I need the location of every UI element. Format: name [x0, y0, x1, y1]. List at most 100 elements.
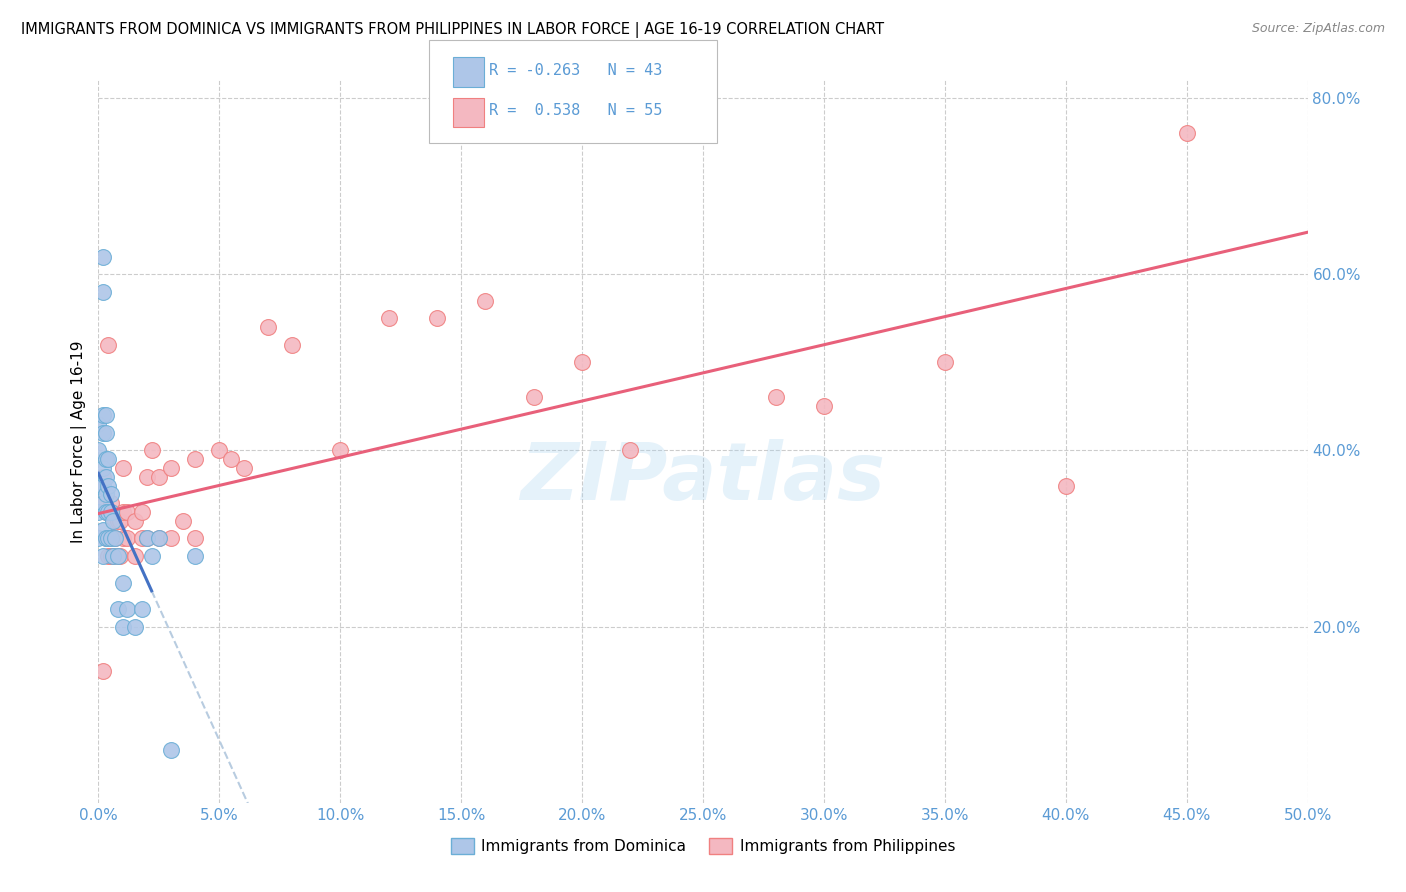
Point: [426, 311, 449, 326]
Point: [184, 549, 207, 563]
Point: [97, 532, 120, 546]
Point: [141, 443, 163, 458]
Point: [94, 532, 117, 546]
Point: [765, 391, 787, 405]
Point: [104, 532, 127, 546]
Point: [97, 532, 120, 546]
Point: [104, 532, 127, 546]
Point: [329, 443, 352, 458]
Point: [184, 532, 207, 546]
Point: [117, 532, 139, 546]
Point: [100, 487, 122, 501]
Point: [100, 532, 122, 546]
Point: [100, 496, 122, 510]
Point: [91, 470, 114, 484]
Point: [124, 514, 146, 528]
Point: [94, 532, 117, 546]
Point: [124, 549, 146, 563]
Point: [131, 532, 153, 546]
Point: [101, 514, 124, 528]
Point: [148, 470, 170, 484]
Point: [111, 619, 134, 633]
Text: R =  0.538   N = 55: R = 0.538 N = 55: [489, 103, 662, 118]
Point: [1175, 126, 1198, 140]
Point: [97, 505, 120, 519]
Point: [117, 505, 139, 519]
Point: [91, 496, 114, 510]
Point: [172, 514, 194, 528]
Point: [97, 505, 120, 519]
Point: [87, 443, 110, 458]
Legend: Immigrants from Dominica, Immigrants from Philippines: Immigrants from Dominica, Immigrants fro…: [444, 832, 962, 860]
Point: [101, 549, 124, 563]
Point: [94, 505, 117, 519]
Point: [111, 532, 134, 546]
Text: Source: ZipAtlas.com: Source: ZipAtlas.com: [1251, 22, 1385, 36]
Point: [111, 575, 134, 590]
Point: [108, 549, 131, 563]
Point: [107, 549, 129, 563]
Point: [108, 514, 131, 528]
Text: R = -0.263   N = 43: R = -0.263 N = 43: [489, 63, 662, 78]
Point: [94, 470, 117, 484]
Point: [91, 425, 114, 440]
Point: [232, 461, 254, 475]
Point: [1054, 478, 1077, 492]
Point: [97, 337, 120, 351]
Point: [100, 532, 122, 546]
Point: [87, 505, 110, 519]
Point: [94, 487, 117, 501]
Point: [91, 250, 114, 264]
Point: [87, 532, 110, 546]
Point: [160, 532, 183, 546]
Point: [91, 523, 114, 537]
Text: ZIPatlas: ZIPatlas: [520, 439, 886, 516]
Point: [91, 285, 114, 299]
Point: [101, 549, 124, 563]
Point: [131, 505, 153, 519]
Point: [94, 505, 117, 519]
Point: [160, 743, 183, 757]
Point: [100, 549, 122, 563]
Point: [91, 478, 114, 492]
Point: [101, 514, 124, 528]
Point: [87, 478, 110, 492]
Point: [148, 532, 170, 546]
Point: [94, 408, 117, 422]
Point: [124, 619, 146, 633]
Point: [221, 452, 243, 467]
Point: [111, 461, 134, 475]
Point: [91, 408, 114, 422]
Point: [571, 355, 593, 369]
Point: [107, 514, 129, 528]
Text: IMMIGRANTS FROM DOMINICA VS IMMIGRANTS FROM PHILIPPINES IN LABOR FORCE | AGE 16-: IMMIGRANTS FROM DOMINICA VS IMMIGRANTS F…: [21, 22, 884, 38]
Point: [97, 452, 120, 467]
Point: [91, 664, 114, 678]
Point: [160, 461, 183, 475]
Point: [91, 549, 114, 563]
Point: [94, 425, 117, 440]
Point: [100, 505, 122, 519]
Point: [377, 311, 399, 326]
Point: [184, 452, 207, 467]
Point: [135, 532, 157, 546]
Point: [91, 461, 114, 475]
Point: [117, 602, 139, 616]
Point: [281, 337, 304, 351]
Point: [135, 470, 157, 484]
Point: [97, 478, 120, 492]
Point: [87, 417, 110, 431]
Point: [934, 355, 956, 369]
Point: [619, 443, 641, 458]
Point: [256, 320, 278, 334]
Point: [141, 549, 163, 563]
Point: [208, 443, 231, 458]
Point: [94, 452, 117, 467]
Point: [813, 399, 835, 413]
Point: [107, 549, 129, 563]
Point: [523, 391, 546, 405]
Point: [135, 532, 157, 546]
Point: [97, 549, 120, 563]
Point: [111, 505, 134, 519]
Point: [131, 602, 153, 616]
